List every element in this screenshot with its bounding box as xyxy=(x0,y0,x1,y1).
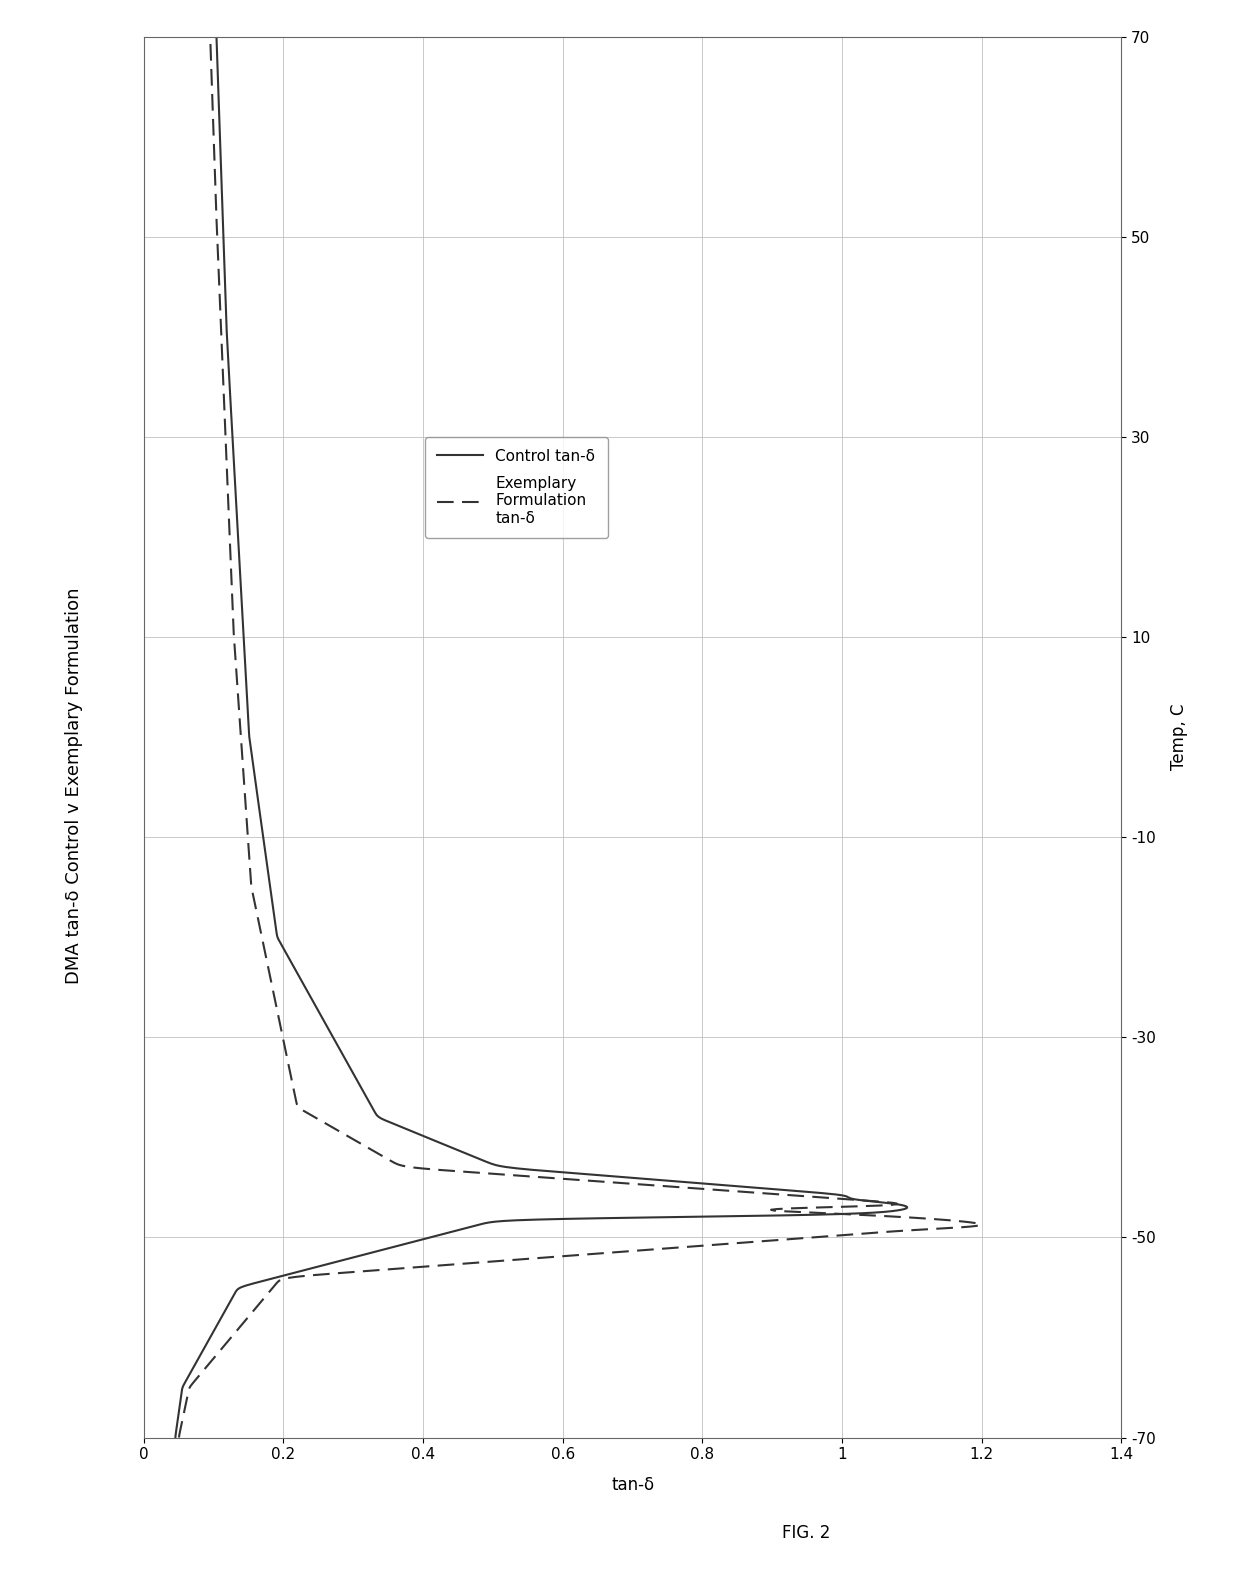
Control tan-δ xyxy=(187,1357,202,1376)
Text: DMA tan-δ Control v Exemplary Formulation: DMA tan-δ Control v Exemplary Formulatio… xyxy=(66,588,83,984)
Exemplary
Formulation
tan-δ xyxy=(171,1427,186,1446)
Control tan-δ xyxy=(219,325,234,344)
Control tan-δ xyxy=(210,27,224,46)
Exemplary
Formulation
tan-δ xyxy=(203,27,218,46)
Control tan-δ xyxy=(211,69,226,88)
Y-axis label: Temp, C: Temp, C xyxy=(1169,704,1188,770)
X-axis label: tan-δ: tan-δ xyxy=(611,1476,655,1493)
Control tan-δ xyxy=(167,1427,182,1446)
Exemplary
Formulation
tan-δ xyxy=(234,747,249,766)
Exemplary
Formulation
tan-δ xyxy=(200,1357,215,1376)
Line: Control tan-δ: Control tan-δ xyxy=(175,36,908,1437)
Line: Exemplary
Formulation
tan-δ: Exemplary Formulation tan-δ xyxy=(179,36,981,1437)
Legend: Control tan-δ, Exemplary
Formulation
tan-δ: Control tan-δ, Exemplary Formulation tan… xyxy=(425,437,608,538)
Exemplary
Formulation
tan-δ xyxy=(205,69,219,88)
Control tan-δ xyxy=(249,784,264,803)
Exemplary
Formulation
tan-δ xyxy=(205,68,219,86)
Text: FIG. 2: FIG. 2 xyxy=(781,1523,831,1542)
Exemplary
Formulation
tan-δ xyxy=(237,784,252,803)
Control tan-δ xyxy=(244,747,259,766)
Control tan-δ xyxy=(211,68,226,86)
Exemplary
Formulation
tan-δ xyxy=(213,325,228,344)
